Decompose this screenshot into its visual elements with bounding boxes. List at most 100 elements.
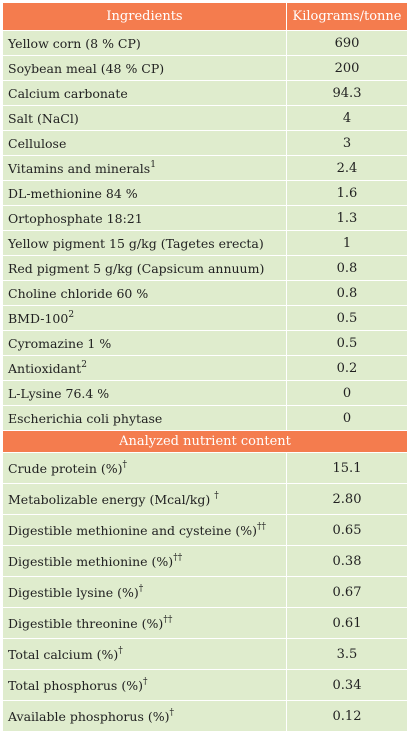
footnote-marker: 2 xyxy=(81,359,87,370)
section-row: Analyzed nutrient content xyxy=(2,430,408,453)
row-label: Choline chloride 60 % xyxy=(2,280,287,306)
footnote-marker: † xyxy=(214,490,219,501)
row-label-text: Calcium carbonate xyxy=(8,85,128,101)
nutrient-row: Total phosphorus (%)† 0.34 xyxy=(2,669,408,701)
footnote-marker: †† xyxy=(173,552,183,563)
row-value: 690 xyxy=(286,30,408,56)
row-label: Soybean meal (48 % CP) xyxy=(2,55,287,81)
row-label: Salt (NaCl) xyxy=(2,105,287,131)
footnote-marker: † xyxy=(169,707,174,718)
section-title: Analyzed nutrient content xyxy=(2,430,408,453)
row-label: Digestible threonine (%)†† xyxy=(2,607,287,639)
row-label: DL-methionine 84 % xyxy=(2,180,287,206)
row-value: 4 xyxy=(286,105,408,131)
row-label: Cellulose xyxy=(2,130,287,156)
ingredient-row: Cellulose 3 xyxy=(2,130,408,156)
footnote-marker: † xyxy=(138,583,144,594)
row-label: Metabolizable energy (Mcal/kg) † xyxy=(2,483,287,515)
row-value: 0.34 xyxy=(286,669,408,701)
footnote-marker: †† xyxy=(163,614,173,625)
row-label-text: Digestible threonine (%) xyxy=(8,615,164,631)
nutrient-row: Total calcium (%)† 3.5 xyxy=(2,638,408,670)
row-label: Digestible lysine (%)† xyxy=(2,576,287,608)
row-value: 3 xyxy=(286,130,408,156)
row-label-text: Ortophosphate 18:21 xyxy=(8,210,143,226)
ingredient-row: Soybean meal (48 % CP) 200 xyxy=(2,55,408,81)
ingredient-row: Yellow pigment 15 g/kg (Tagetes erecta) 1 xyxy=(2,230,408,256)
row-value: 15.1 xyxy=(286,452,408,484)
row-label-text: Cellulose xyxy=(8,135,67,151)
nutrient-row: Digestible threonine (%)†† 0.61 xyxy=(2,607,408,639)
header-ingredients: Ingredients xyxy=(2,2,287,31)
row-label: L-Lysine 76.4 % xyxy=(2,380,287,406)
row-value: 1.3 xyxy=(286,205,408,231)
row-label: Red pigment 5 g/kg (Capsicum annuum) xyxy=(2,255,287,281)
row-label: Yellow corn (8 % CP) xyxy=(2,30,287,56)
nutrient-row: Digestible methionine and cysteine (%)††… xyxy=(2,514,408,546)
ingredient-row: Vitamins and minerals1 2.4 xyxy=(2,155,408,181)
nutrient-row: Digestible lysine (%)† 0.67 xyxy=(2,576,408,608)
row-label-text: Metabolizable energy (Mcal/kg) xyxy=(8,491,215,507)
row-label: Calcium carbonate xyxy=(2,80,287,106)
row-value: 0.5 xyxy=(286,330,408,356)
ingredient-row: Escherichia coli phytase 0 xyxy=(2,405,408,431)
ingredient-row: Ortophosphate 18:21 1.3 xyxy=(2,205,408,231)
row-value: 2.4 xyxy=(286,155,408,181)
ingredient-row: Yellow corn (8 % CP) 690 xyxy=(2,30,408,56)
footnote-marker: †† xyxy=(256,521,266,532)
row-label: Cyromazine 1 % xyxy=(2,330,287,356)
row-label-text: Digestible methionine and cysteine (%) xyxy=(8,522,257,538)
footnote-marker: 2 xyxy=(68,309,75,320)
nutrient-row: Crude protein (%)† 15.1 xyxy=(2,452,408,484)
footnote-marker: † xyxy=(118,645,123,656)
row-label-text: Salt (NaCl) xyxy=(8,110,79,126)
nutrient-row: Available phosphorus (%)† 0.12 xyxy=(2,700,408,732)
ingredient-row: L-Lysine 76.4 % 0 xyxy=(2,380,408,406)
row-label: Crude protein (%)† xyxy=(2,452,287,484)
row-value: 94.3 xyxy=(286,80,408,106)
row-label-text: BMD-100 xyxy=(8,310,69,326)
diet-composition-table: Ingredients Kilograms/tonne Yellow corn … xyxy=(2,2,408,732)
row-value: 0 xyxy=(286,380,408,406)
row-value: 0.8 xyxy=(286,255,408,281)
row-label: Digestible methionine and cysteine (%)†† xyxy=(2,514,287,546)
row-value: 0.67 xyxy=(286,576,408,608)
row-label-text: L-Lysine 76.4 % xyxy=(8,385,110,401)
row-value: 0.2 xyxy=(286,355,408,381)
row-label: Total phosphorus (%)† xyxy=(2,669,287,701)
row-value: 0.12 xyxy=(286,700,408,732)
row-label: Ortophosphate 18:21 xyxy=(2,205,287,231)
row-label-text: Escherichia coli phytase xyxy=(8,410,163,426)
row-label-text: Total phosphorus (%) xyxy=(8,677,143,693)
row-label: Digestible methionine (%)†† xyxy=(2,545,287,577)
row-label-text: Red pigment 5 g/kg (Capsicum annuum) xyxy=(8,260,265,276)
row-label: BMD-1002 xyxy=(2,305,287,331)
row-label: Available phosphorus (%)† xyxy=(2,700,287,732)
row-label: Vitamins and minerals1 xyxy=(2,155,287,181)
row-value: 0.65 xyxy=(286,514,408,546)
row-label: Total calcium (%)† xyxy=(2,638,287,670)
row-label-text: Total calcium (%) xyxy=(8,646,119,662)
row-value: 0 xyxy=(286,405,408,431)
row-value: 3.5 xyxy=(286,638,408,670)
row-label-text: Yellow corn (8 % CP) xyxy=(8,35,141,51)
row-label-text: Cyromazine 1 % xyxy=(8,335,112,351)
header-row: Ingredients Kilograms/tonne xyxy=(2,2,408,31)
row-label-text: Soybean meal (48 % CP) xyxy=(8,60,165,76)
row-value: 2.80 xyxy=(286,483,408,515)
ingredient-row: Calcium carbonate 94.3 xyxy=(2,80,408,106)
row-value: 0.8 xyxy=(286,280,408,306)
row-value: 1 xyxy=(286,230,408,256)
footnote-marker: † xyxy=(122,459,128,470)
row-value: 0.61 xyxy=(286,607,408,639)
ingredient-row: DL-methionine 84 % 1.6 xyxy=(2,180,408,206)
row-label-text: Digestible lysine (%) xyxy=(8,584,139,600)
nutrient-row: Metabolizable energy (Mcal/kg) † 2.80 xyxy=(2,483,408,515)
ingredient-row: BMD-1002 0.5 xyxy=(2,305,408,331)
row-label-text: Crude protein (%) xyxy=(8,460,123,476)
row-label-text: Choline chloride 60 % xyxy=(8,285,149,301)
row-label-text: Yellow pigment 15 g/kg (Tagetes erecta) xyxy=(8,235,264,251)
footnote-marker: † xyxy=(142,676,148,687)
ingredient-row: Cyromazine 1 % 0.5 xyxy=(2,330,408,356)
ingredients-body: Yellow corn (8 % CP) 690 Soybean meal (48 … xyxy=(2,30,408,431)
